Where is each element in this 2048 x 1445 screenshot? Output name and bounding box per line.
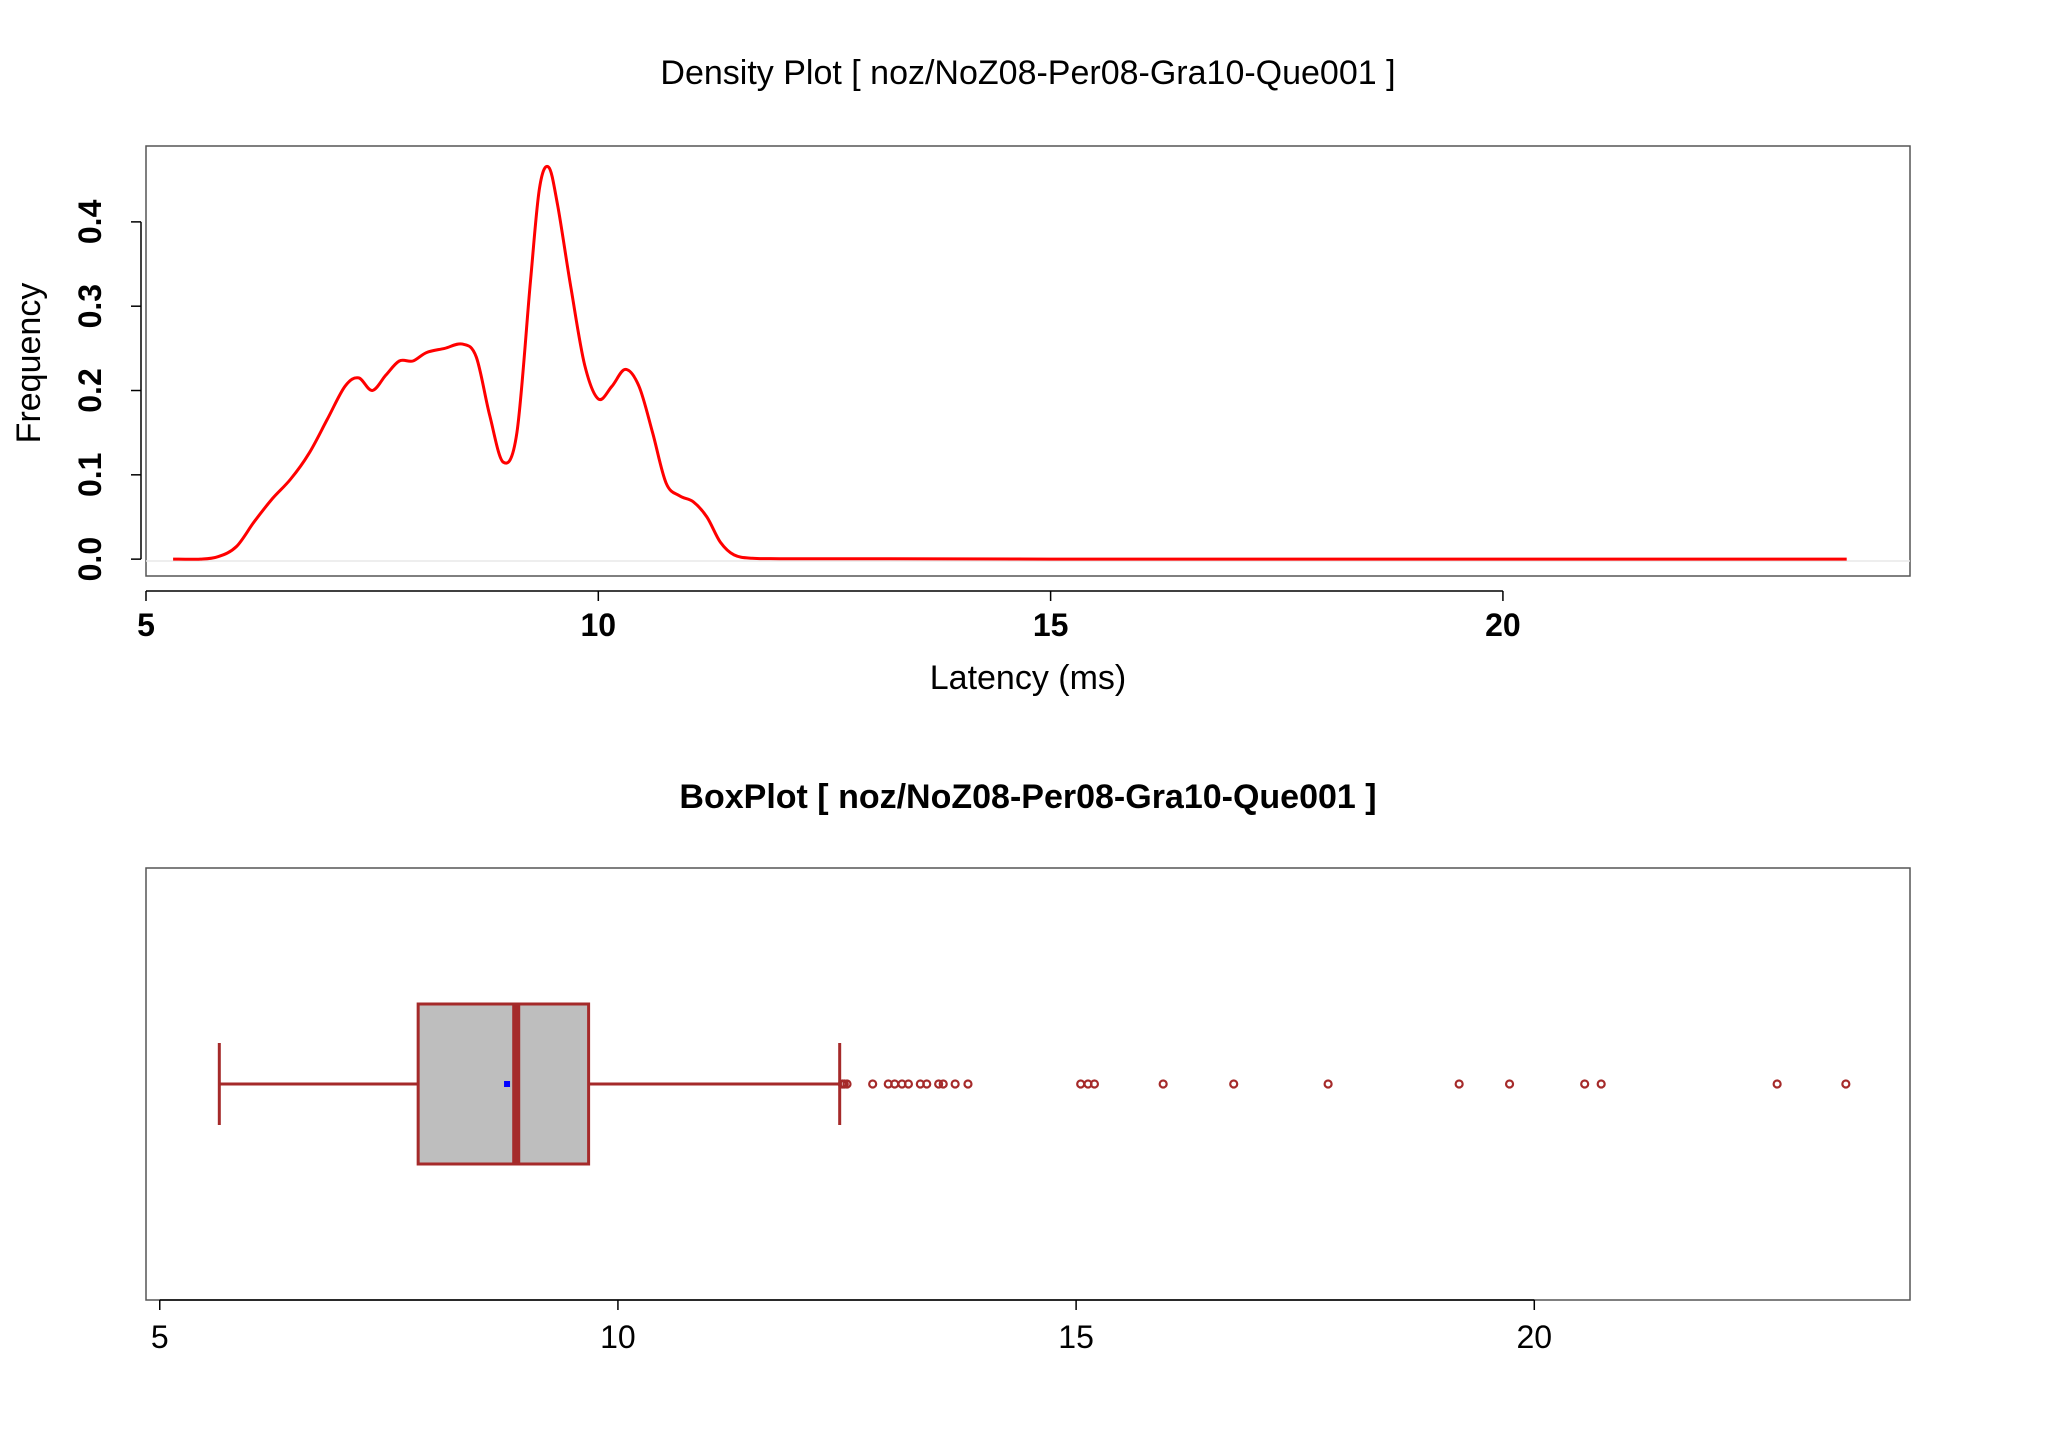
boxplot-outlier [934,1079,944,1089]
box-plot: BoxPlot [ noz/NoZ08-Per08-Gra10-Que001 ]… [145,778,1911,1355]
boxplot-outlier [890,1079,900,1089]
density-x-tick-label: 10 [581,607,617,643]
boxplot-outlier [1089,1079,1100,1089]
density-y-tick-label: 0.1 [72,453,108,497]
boxplot-outlier [1772,1079,1782,1089]
density-title: Density Plot [ noz/NoZ08-Per08-Gra10-Que… [660,54,1395,92]
boxplot-title: BoxPlot [ noz/NoZ08-Per08-Gra10-Que001 ] [679,778,1376,816]
boxplot-x-tick-label: 5 [151,1319,169,1355]
density-x-axis: 5 10 15 20 [137,590,1521,643]
boxplot-outlier [922,1079,932,1089]
boxplot-outlier [1596,1079,1606,1089]
density-y-tick-label: 0.4 [72,199,108,244]
density-y-tick-label: 0.2 [72,368,108,412]
density-x-tick-label: 5 [137,607,155,643]
boxplot-x-tick-label: 10 [600,1319,636,1355]
boxplot-x-tick-label: 20 [1516,1319,1552,1355]
boxplot-outlier [868,1079,878,1089]
density-y-axis: 0.0 0.1 0.2 0.3 0.4 [72,199,142,581]
boxplot-outlier [1504,1079,1515,1089]
density-y-tick-label: 0.3 [72,284,108,328]
density-x-tick-label: 15 [1033,607,1069,643]
density-plot-frame [145,145,1911,577]
density-plot: Density Plot [ noz/NoZ08-Per08-Gra10-Que… [10,54,1911,697]
boxplot-box [416,1002,591,1166]
boxplot-outlier [938,1079,948,1089]
boxplot-outlier [963,1079,973,1089]
boxplot-mean-marker [504,1081,511,1087]
boxplot-outlier [1323,1079,1333,1089]
boxplot-outlier [1158,1079,1168,1089]
density-curve [173,164,1847,561]
boxplot-outlier [1454,1079,1464,1089]
boxplot-outlier [1076,1079,1086,1089]
boxplot-outlier [842,1079,852,1089]
density-x-label: Latency (ms) [930,659,1127,697]
density-y-label: Frequency [10,283,48,444]
boxplot-x-axis: 5 10 15 20 [151,1299,1552,1355]
density-x-tick-label: 20 [1485,607,1521,643]
boxplot-x-tick-label: 15 [1058,1319,1094,1355]
boxplot-outlier [1841,1079,1851,1089]
boxplot-outlier [903,1079,914,1089]
boxplot-outlier [950,1079,960,1089]
boxplot-marks [217,1002,1851,1166]
density-y-tick-label: 0.0 [72,537,108,581]
boxplot-outlier [1229,1079,1239,1089]
boxplot-outlier [1580,1079,1590,1089]
